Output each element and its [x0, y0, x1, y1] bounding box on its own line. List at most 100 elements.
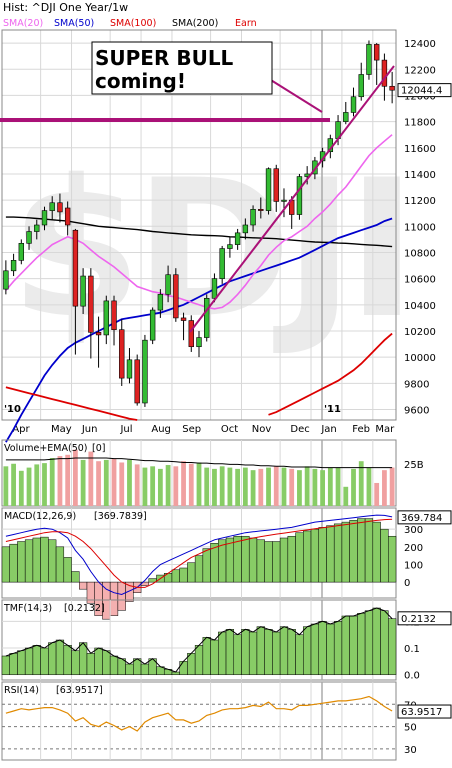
volume-bar-26 — [204, 467, 210, 506]
x-tick-label-4: Aug — [151, 424, 171, 435]
sma100-line — [268, 332, 393, 416]
macd-signal-line — [5, 518, 393, 588]
y-tick-label-8: 11200 — [404, 196, 436, 207]
macd-last-tag-box — [397, 510, 452, 525]
tmf-bar-7 — [55, 639, 65, 675]
volume-bar-35 — [273, 466, 279, 506]
tmf-bar-9 — [71, 650, 80, 675]
macd-label: MACD(12,26,9) — [4, 511, 76, 522]
volume-bar-22 — [173, 466, 179, 506]
candle-body-32 — [250, 208, 256, 226]
rsi-tick-label-1: 50 — [404, 723, 417, 734]
volume-bar-43 — [335, 467, 341, 506]
tmf-bar-32 — [248, 631, 258, 675]
candle-body-9 — [72, 229, 79, 307]
candle-body-6 — [49, 202, 55, 211]
tmf-bar-0 — [1, 655, 10, 675]
volume-bar-45 — [351, 468, 356, 506]
y-tick-label-14: 12400 — [404, 39, 436, 50]
candle-body-14 — [111, 300, 117, 330]
legend-entry-4: Earn — [235, 18, 257, 29]
rsi-panel: 705030RSI(14)[63.9517]63.9517 — [1, 681, 452, 761]
price-panel: $DJI 9600 9800 10000 10200 10400 10600 10800 110… — [0, 29, 452, 443]
macd-hist-bar-41 — [318, 527, 327, 583]
x-tick-label-10: Feb — [352, 424, 370, 435]
annotation-line-1: SUPER BULL — [95, 46, 234, 70]
macd-hist-bar-34 — [264, 541, 273, 583]
volume-bar-17 — [134, 464, 140, 506]
tmf-bar-3 — [24, 647, 34, 675]
volume-bar-1 — [11, 463, 16, 506]
x-tick-label-2: Jun — [81, 424, 98, 435]
candle-body-20 — [157, 294, 164, 311]
volume-bar-40 — [312, 468, 318, 506]
volume-bar-2 — [18, 470, 24, 506]
candle-body-4 — [34, 224, 40, 232]
candle-body-21 — [165, 274, 171, 295]
volume-bar-38 — [297, 470, 302, 506]
volume-ema-line — [5, 457, 393, 469]
candle-body-8 — [64, 207, 71, 226]
candle-body-2 — [18, 243, 25, 261]
macd-hist-bar-31 — [241, 535, 250, 583]
macd-value: [369.7839] — [94, 511, 147, 522]
x-tick-label-11: Mar — [375, 424, 395, 435]
macd-hist-bar-49 — [380, 528, 389, 583]
volume-bar-4 — [34, 464, 40, 506]
tmf-bar-16 — [125, 663, 134, 675]
y-tick-label-0: 9600 — [404, 406, 429, 417]
candle-body-23 — [180, 317, 187, 321]
tmf-bar-50 — [388, 618, 397, 675]
volume-bar-29 — [227, 467, 233, 506]
x-tick-label-7: Nov — [252, 424, 272, 435]
rsi-tick-label-2: 30 — [404, 745, 417, 756]
candle-body-50 — [389, 85, 395, 91]
macd-hist-bar-25 — [194, 555, 204, 583]
volume-bar-19 — [150, 466, 156, 506]
year-label-2011: '11 — [324, 404, 341, 415]
tmf-last-tag: 0.2132 — [401, 614, 436, 625]
tmf-bar-10 — [79, 642, 88, 675]
y-tick-label-4: 10400 — [404, 301, 436, 312]
tmf-bar-43 — [333, 621, 343, 675]
x-tick-label-3: Jul — [119, 424, 132, 435]
y-tick-label-2: 10000 — [404, 353, 436, 364]
tmf-bar-45 — [349, 615, 358, 675]
candle-body-1 — [10, 260, 17, 272]
watermark-ticker: $DJI — [10, 139, 409, 360]
macd-hist-bar-43 — [333, 523, 343, 583]
rising-trend-line — [189, 65, 395, 333]
macd-hist-bar-36 — [279, 537, 289, 583]
candle-body-30 — [234, 232, 241, 245]
macd-hist-bar-47 — [364, 518, 374, 583]
rsi-value: [63.9517] — [56, 685, 103, 696]
candle-body-24 — [188, 320, 194, 348]
macd-hist-bar-1 — [9, 543, 18, 583]
candle-body-12 — [95, 332, 102, 336]
legend: SMA(20) SMA(50) SMA(100) SMA(200) Earn — [3, 18, 257, 29]
tmf-tick-label-1: 0.1 — [404, 644, 420, 655]
macd-hist-bar-3 — [24, 539, 34, 583]
sma50-line — [5, 217, 393, 443]
volume-bar-5 — [42, 463, 47, 506]
tmf-bar-1 — [9, 653, 18, 675]
tmf-bar-23 — [179, 661, 188, 675]
tmf-bar-5 — [40, 647, 49, 675]
candle-body-0 — [3, 270, 9, 290]
macd-hist-bar-45 — [349, 520, 358, 583]
macd-hist-bar-37 — [287, 535, 296, 583]
macd-tick-label-0: 300 — [404, 525, 423, 536]
tmf-bar-49 — [380, 610, 389, 675]
macd-hist-bar-4 — [32, 537, 41, 583]
volume-bar-36 — [281, 467, 287, 506]
tmf-bar-33 — [256, 626, 265, 675]
tmf-bar-29 — [225, 629, 235, 675]
candle-body-46 — [358, 74, 364, 98]
tmf-bar-27 — [210, 639, 219, 675]
chart-title: Hist: ^DJI One Year/1w — [3, 1, 128, 14]
y-tick-label-9: 11400 — [404, 170, 436, 181]
macd-hist-bar-32 — [248, 537, 258, 583]
volume-bar-37 — [289, 468, 295, 506]
volume-bar-0 — [3, 466, 9, 506]
volume-bar-31 — [242, 467, 248, 506]
